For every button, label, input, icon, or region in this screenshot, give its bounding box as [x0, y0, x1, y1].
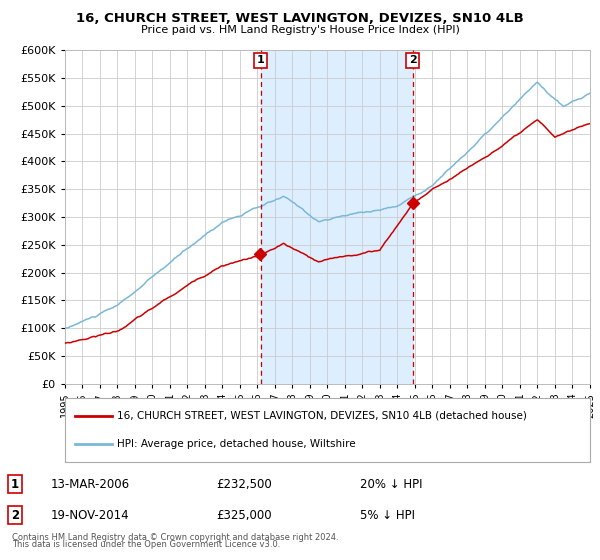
Text: HPI: Average price, detached house, Wiltshire: HPI: Average price, detached house, Wilt… [117, 439, 356, 449]
Text: 2: 2 [11, 508, 19, 522]
Text: 1: 1 [11, 478, 19, 491]
Text: 1: 1 [257, 55, 265, 66]
Text: 16, CHURCH STREET, WEST LAVINGTON, DEVIZES, SN10 4LB (detached house): 16, CHURCH STREET, WEST LAVINGTON, DEVIZ… [117, 410, 527, 421]
Text: 13-MAR-2006: 13-MAR-2006 [51, 478, 130, 491]
Bar [261, 50, 413, 384]
Text: Price paid vs. HM Land Registry's House Price Index (HPI): Price paid vs. HM Land Registry's House … [140, 25, 460, 35]
Text: £232,500: £232,500 [216, 478, 272, 491]
Text: £325,000: £325,000 [216, 508, 272, 522]
Text: Contains HM Land Registry data © Crown copyright and database right 2024.: Contains HM Land Registry data © Crown c… [12, 533, 338, 543]
Text: 2: 2 [409, 55, 416, 66]
Text: 20% ↓ HPI: 20% ↓ HPI [360, 478, 422, 491]
Text: 5% ↓ HPI: 5% ↓ HPI [360, 508, 415, 522]
Text: 19-NOV-2014: 19-NOV-2014 [51, 508, 130, 522]
Text: This data is licensed under the Open Government Licence v3.0.: This data is licensed under the Open Gov… [12, 540, 280, 549]
Text: 16, CHURCH STREET, WEST LAVINGTON, DEVIZES, SN10 4LB: 16, CHURCH STREET, WEST LAVINGTON, DEVIZ… [76, 12, 524, 25]
